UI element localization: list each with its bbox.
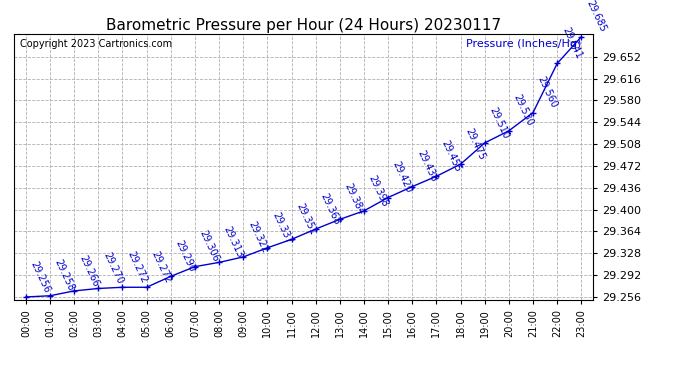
Text: 29.438: 29.438: [415, 149, 438, 184]
Text: 29.290: 29.290: [174, 238, 197, 274]
Text: 29.258: 29.258: [53, 258, 76, 293]
Text: 29.420: 29.420: [391, 160, 414, 195]
Text: Copyright 2023 Cartronics.com: Copyright 2023 Cartronics.com: [19, 39, 172, 49]
Text: 29.351: 29.351: [295, 202, 317, 237]
Text: 29.641: 29.641: [560, 26, 583, 61]
Text: 29.313: 29.313: [222, 225, 245, 260]
Text: 29.337: 29.337: [270, 210, 293, 245]
Text: 29.685: 29.685: [584, 0, 607, 34]
Text: 29.270: 29.270: [101, 251, 124, 286]
Text: 29.322: 29.322: [246, 219, 269, 254]
Text: 29.306: 29.306: [198, 229, 221, 264]
Text: 29.368: 29.368: [319, 192, 342, 226]
Text: 29.272: 29.272: [126, 249, 149, 285]
Text: 29.266: 29.266: [77, 253, 100, 288]
Text: 29.256: 29.256: [29, 259, 52, 294]
Text: 29.530: 29.530: [512, 93, 535, 128]
Title: Barometric Pressure per Hour (24 Hours) 20230117: Barometric Pressure per Hour (24 Hours) …: [106, 18, 501, 33]
Text: 29.384: 29.384: [343, 182, 366, 216]
Text: Pressure (Inches/Hg): Pressure (Inches/Hg): [466, 39, 582, 49]
Text: 29.455: 29.455: [440, 138, 462, 174]
Text: 29.510: 29.510: [488, 105, 511, 140]
Text: 29.272: 29.272: [150, 249, 173, 285]
Text: 29.475: 29.475: [464, 126, 486, 161]
Text: 29.398: 29.398: [367, 173, 390, 208]
Text: 29.560: 29.560: [536, 75, 559, 110]
